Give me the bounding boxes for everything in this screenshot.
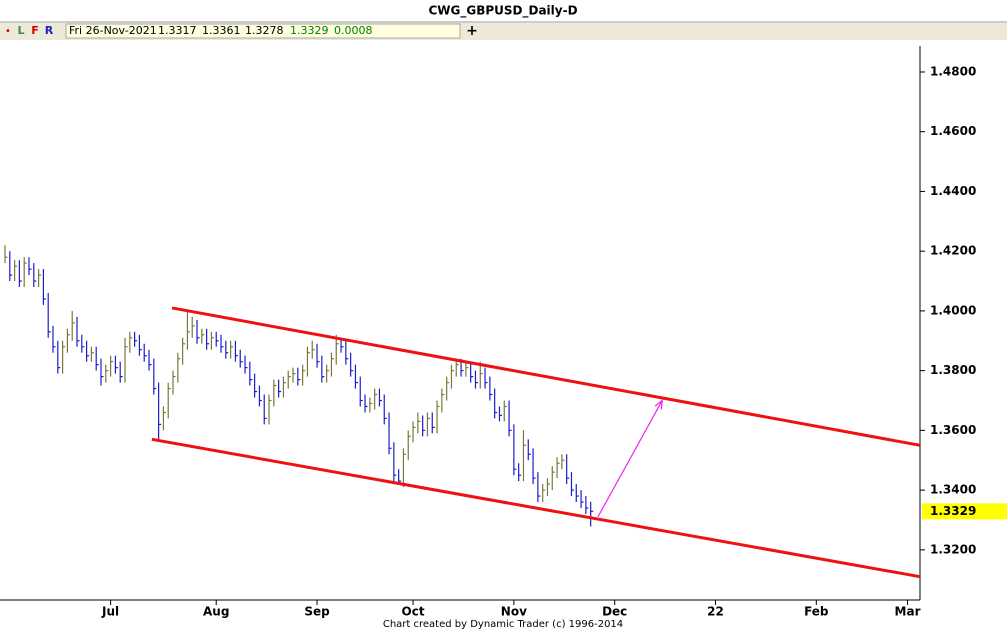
chart-title: CWG_GBPUSD_Daily-D (428, 4, 577, 19)
x-tick-label: Aug (203, 605, 229, 619)
y-tick-label: 1.4400 (930, 184, 976, 198)
toolbar-r[interactable]: R (45, 24, 54, 37)
header-high: 1.3361 (202, 24, 241, 37)
x-tick-label: Jul (101, 605, 119, 619)
trendline (151, 437, 921, 579)
last-price-label: 1.3329 (930, 504, 976, 518)
y-tick-label: 1.4800 (930, 64, 976, 78)
trendline (171, 306, 921, 447)
footer: Chart created by Dynamic Trader (c) 1996… (383, 619, 623, 630)
header-open: 1.3317 (158, 24, 197, 37)
y-tick-label: 1.3200 (930, 542, 976, 556)
last-price-box (922, 503, 1007, 520)
toolbar-l[interactable]: L (17, 24, 24, 37)
header-low: 1.3278 (245, 24, 284, 37)
x-tick-label: Nov (501, 605, 527, 619)
y-tick-label: 1.3600 (930, 423, 976, 437)
y-tick-label: 1.4200 (930, 244, 976, 258)
x-tick-label: Sep (304, 605, 330, 619)
header-date: Fri 26-Nov-2021 (69, 24, 157, 37)
x-tick-label: Dec (602, 605, 627, 619)
header-box (65, 23, 461, 39)
y-tick-label: 1.4000 (930, 303, 976, 317)
arrow-head (654, 399, 663, 410)
y-tick-label: 1.3800 (930, 363, 976, 377)
x-tick-label: 22 (707, 605, 724, 619)
x-tick-label: Feb (804, 605, 829, 619)
projection-arrow (597, 400, 663, 518)
x-tick-label: Mar (895, 605, 921, 619)
header-close: 1.3329 (290, 24, 329, 37)
title-bar (0, 0, 1007, 22)
y-tick-label: 1.3400 (930, 483, 976, 497)
y-tick-label: 1.4600 (930, 124, 976, 138)
toolbar-plus[interactable]: + (466, 23, 478, 39)
x-tick-label: Oct (402, 605, 425, 619)
toolbar-dot[interactable]: • (5, 26, 11, 37)
header-change: 0.0008 (334, 24, 373, 37)
toolbar-f[interactable]: F (31, 24, 39, 37)
